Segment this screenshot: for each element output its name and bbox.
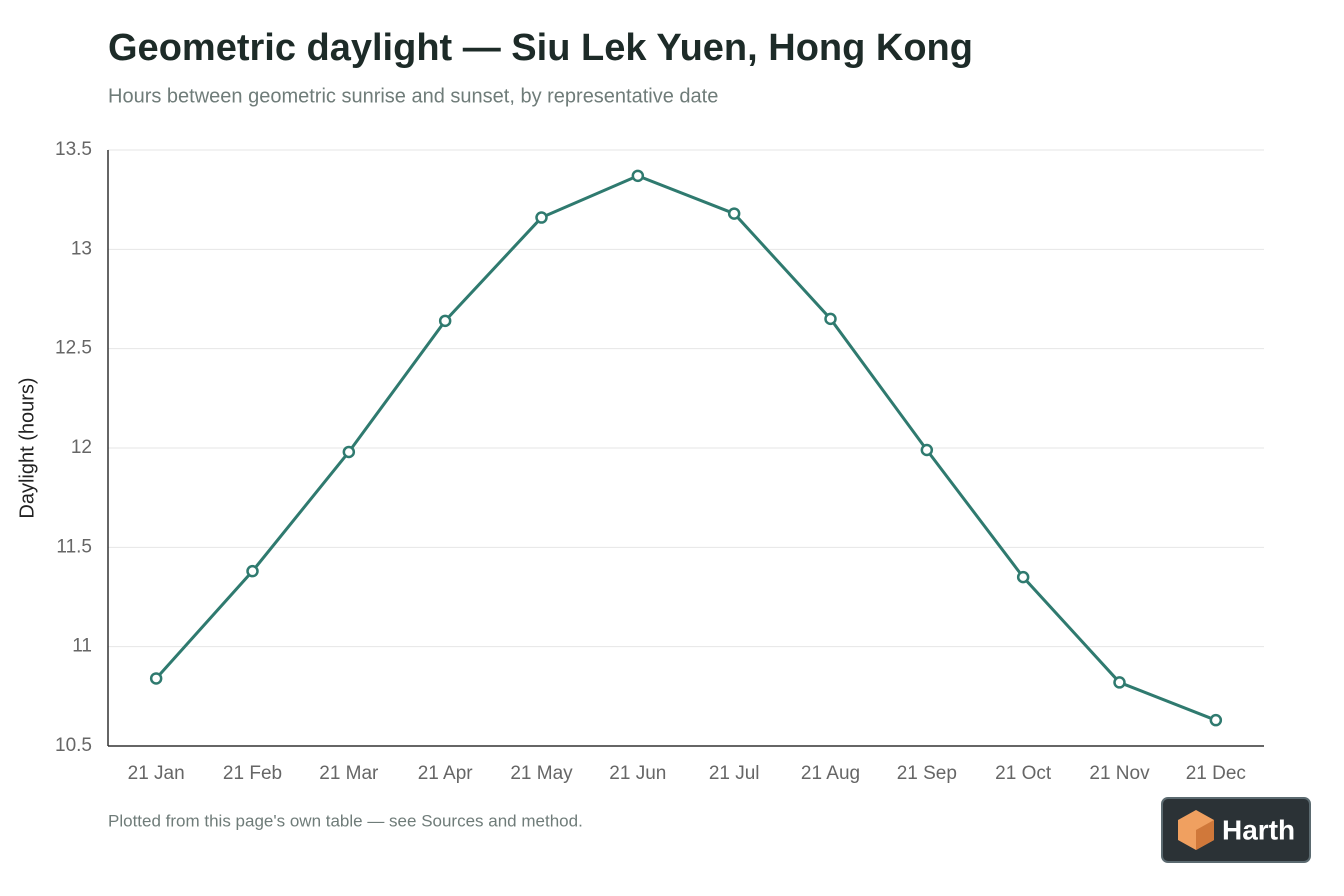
y-tick-label: 13 <box>71 238 92 259</box>
y-axis-label: Daylight (hours) <box>16 377 38 518</box>
x-tick-label: 21 Dec <box>1186 763 1246 784</box>
data-point <box>342 445 356 459</box>
y-tick-label: 12 <box>71 437 92 458</box>
data-point <box>920 443 934 457</box>
x-tick-label: 21 Aug <box>801 763 860 784</box>
data-line <box>155 174 1217 722</box>
data-point <box>535 211 548 224</box>
x-tick-label: 21 Mar <box>319 763 379 784</box>
data-point <box>1209 713 1223 727</box>
y-tick-label: 12.5 <box>55 338 92 359</box>
brand-badge: Harth <box>1161 797 1311 863</box>
x-tick-label: 21 May <box>510 763 573 784</box>
data-point <box>1113 676 1126 689</box>
badge-icon-side <box>1196 820 1214 850</box>
y-tick-label: 11 <box>72 636 92 657</box>
x-tick-label: 21 Apr <box>418 763 474 784</box>
data-point <box>824 312 837 326</box>
data-point <box>438 314 452 328</box>
data-point <box>149 672 163 685</box>
x-tick-label: 21 Jul <box>709 763 760 784</box>
data-point <box>246 564 259 578</box>
x-tick-label: 21 Nov <box>1089 763 1150 784</box>
data-point <box>727 207 741 220</box>
data-point <box>631 169 645 183</box>
x-tick-label: 21 Oct <box>995 763 1052 784</box>
data-point <box>1016 570 1030 584</box>
x-tick-label: 21 Sep <box>897 763 957 784</box>
y-tick-label: 11.5 <box>56 536 92 557</box>
chart-title: Geometric daylight — Siu Lek Yuen, Hong … <box>108 27 973 69</box>
x-tick-label: 21 Jun <box>609 763 666 784</box>
chart-subtitle: Hours between geometric sunrise and suns… <box>108 85 718 107</box>
brand-name: Harth <box>1222 814 1295 845</box>
y-tick-label: 10.5 <box>55 735 92 756</box>
x-tick-label: 21 Jan <box>128 763 185 784</box>
x-tick-label: 21 Feb <box>223 763 282 784</box>
footnote: Plotted from this page's own table — see… <box>108 811 583 830</box>
y-tick-label: 13.5 <box>55 139 92 160</box>
